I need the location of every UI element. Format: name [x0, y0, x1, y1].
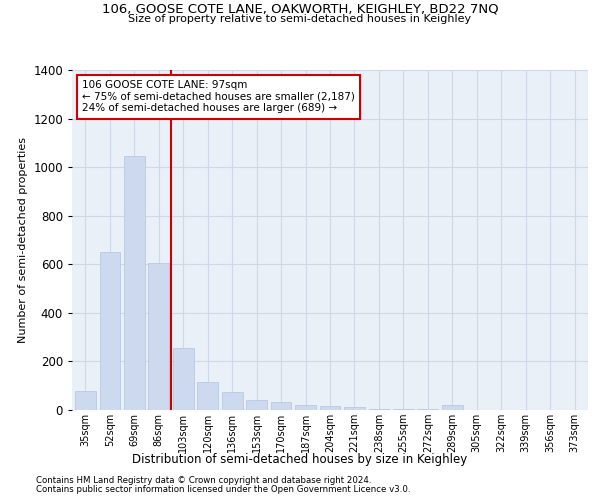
Text: 106 GOOSE COTE LANE: 97sqm
← 75% of semi-detached houses are smaller (2,187)
24%: 106 GOOSE COTE LANE: 97sqm ← 75% of semi… [82, 80, 355, 114]
Bar [222, 392, 242, 410]
Bar [246, 400, 267, 410]
Bar [344, 406, 365, 410]
Bar [295, 405, 316, 410]
Bar [148, 263, 169, 410]
Bar [271, 402, 292, 410]
Bar [75, 390, 96, 410]
Bar [173, 348, 194, 410]
Text: 106, GOOSE COTE LANE, OAKWORTH, KEIGHLEY, BD22 7NQ: 106, GOOSE COTE LANE, OAKWORTH, KEIGHLEY… [101, 2, 499, 16]
Bar [320, 406, 340, 410]
Y-axis label: Number of semi-detached properties: Number of semi-detached properties [17, 137, 28, 343]
Bar [442, 405, 463, 410]
Text: Contains public sector information licensed under the Open Government Licence v3: Contains public sector information licen… [36, 485, 410, 494]
Bar [393, 409, 414, 410]
Text: Contains HM Land Registry data © Crown copyright and database right 2024.: Contains HM Land Registry data © Crown c… [36, 476, 371, 485]
Text: Size of property relative to semi-detached houses in Keighley: Size of property relative to semi-detach… [128, 14, 472, 24]
Text: Distribution of semi-detached houses by size in Keighley: Distribution of semi-detached houses by … [133, 452, 467, 466]
Bar [100, 252, 120, 410]
Bar [418, 409, 438, 410]
Bar [124, 156, 145, 410]
Bar [368, 409, 389, 410]
Bar [197, 382, 218, 410]
